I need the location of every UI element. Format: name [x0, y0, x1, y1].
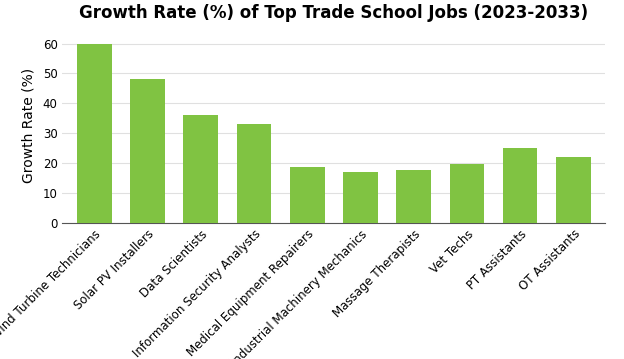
Bar [343, 172, 378, 223]
Bar [290, 167, 324, 223]
Title: Growth Rate (%) of Top Trade School Jobs (2023-2033): Growth Rate (%) of Top Trade School Jobs… [79, 4, 588, 22]
Bar [450, 164, 484, 223]
Y-axis label: Growth Rate (%): Growth Rate (%) [22, 68, 36, 183]
Bar [396, 171, 431, 223]
Bar [183, 115, 218, 223]
Bar [130, 79, 165, 223]
Bar [77, 44, 112, 223]
Bar [503, 148, 537, 223]
Bar [236, 124, 271, 223]
Bar [556, 157, 591, 223]
